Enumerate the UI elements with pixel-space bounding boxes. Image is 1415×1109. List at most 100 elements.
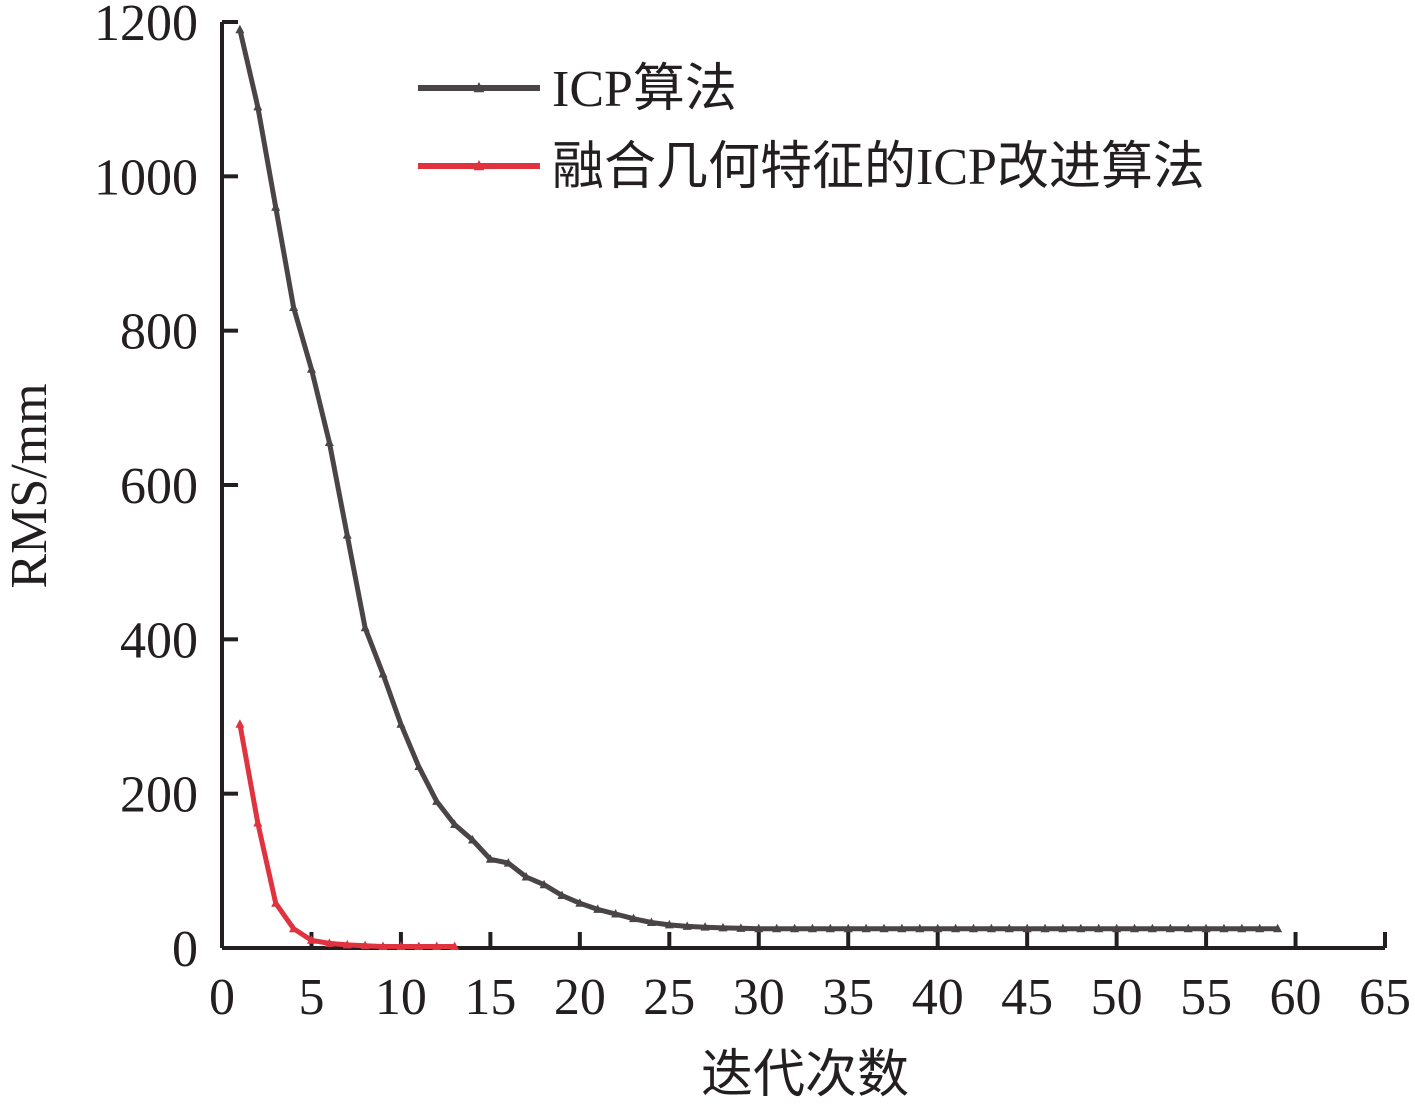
x-tick-label: 55 xyxy=(1180,969,1232,1026)
data-point xyxy=(1022,923,1032,933)
x-tick-label: 25 xyxy=(643,969,695,1026)
data-point xyxy=(289,923,299,933)
data-point xyxy=(253,101,263,111)
data-point xyxy=(360,940,370,950)
data-point xyxy=(879,923,889,933)
data-point xyxy=(861,923,871,933)
data-point xyxy=(539,879,549,889)
x-tick-label: 20 xyxy=(554,969,606,1026)
data-point xyxy=(324,437,334,447)
data-point xyxy=(485,854,495,863)
data-point xyxy=(1273,923,1283,933)
x-tick-label: 0 xyxy=(209,969,235,1026)
y-tick-label: 200 xyxy=(120,767,198,824)
data-point xyxy=(700,922,710,931)
x-tick-label: 5 xyxy=(298,969,324,1026)
y-tick-label: 0 xyxy=(172,921,198,978)
data-point xyxy=(897,923,907,933)
series-layer xyxy=(235,24,1283,950)
data-point xyxy=(342,939,352,949)
axes: 0 5 10 15 20 25 30 35 40 45 50 55 60 65 0 200 400 600 800 1… xyxy=(94,0,1411,1026)
data-point xyxy=(271,202,281,211)
x-tick-label: 60 xyxy=(1270,969,1322,1026)
series-line xyxy=(237,723,455,949)
legend-item-1: ICP算法 xyxy=(418,61,737,118)
legend-marker xyxy=(473,82,485,93)
data-point xyxy=(951,923,961,933)
x-tick-label: 40 xyxy=(912,969,964,1026)
y-axis-title: RMS/mm xyxy=(1,383,58,588)
data-point xyxy=(1147,923,1157,933)
data-point xyxy=(718,922,728,932)
data-point xyxy=(1201,923,1211,933)
x-tick-label: 30 xyxy=(733,969,785,1026)
data-point xyxy=(825,923,835,933)
data-point xyxy=(414,761,424,771)
data-point xyxy=(611,909,621,918)
data-point xyxy=(1237,923,1247,933)
data-point xyxy=(1255,923,1265,933)
data-point xyxy=(235,24,245,34)
data-point xyxy=(664,919,674,929)
series-1 xyxy=(235,24,1283,933)
data-point xyxy=(646,917,656,927)
data-point xyxy=(629,913,639,923)
y-tick-label: 1200 xyxy=(94,0,198,52)
data-point xyxy=(378,941,388,950)
data-point xyxy=(289,302,299,312)
data-point xyxy=(593,904,603,913)
data-point xyxy=(521,872,531,881)
data-point xyxy=(432,796,442,805)
x-tick-label: 10 xyxy=(375,969,427,1026)
x-tick-label: 15 xyxy=(464,969,516,1026)
data-point xyxy=(986,923,996,933)
data-point xyxy=(271,898,281,907)
data-point xyxy=(754,923,764,933)
data-point xyxy=(1219,923,1229,933)
data-point xyxy=(360,622,370,632)
data-point xyxy=(378,669,388,678)
legend-item-2: 融合几何特征的ICP改进算法 xyxy=(418,139,1205,196)
x-axis-title: 迭代次数 xyxy=(701,1047,909,1104)
data-point xyxy=(557,890,567,900)
data-point xyxy=(736,923,746,932)
data-point xyxy=(503,858,513,867)
data-point xyxy=(324,938,334,947)
data-point xyxy=(1004,923,1014,933)
data-point xyxy=(1040,923,1050,933)
y-tick-label: 1000 xyxy=(94,149,198,206)
data-point xyxy=(467,834,477,844)
y-tick-label: 400 xyxy=(120,612,198,669)
legend-label: ICP算法 xyxy=(552,61,737,118)
data-point xyxy=(843,923,853,933)
x-tick-label: 65 xyxy=(1359,969,1411,1026)
data-point xyxy=(396,941,406,950)
data-point xyxy=(414,941,424,950)
x-tick-label: 50 xyxy=(1091,969,1143,1026)
data-point xyxy=(1094,923,1104,933)
data-point xyxy=(432,941,442,950)
legend-label: 融合几何特征的ICP改进算法 xyxy=(552,139,1205,196)
data-point xyxy=(450,941,460,950)
data-point xyxy=(915,923,925,933)
legend-marker xyxy=(473,160,485,171)
data-point xyxy=(575,898,585,907)
series-2 xyxy=(235,719,460,950)
x-tick-label: 35 xyxy=(822,969,874,1026)
data-point xyxy=(396,719,406,728)
data-point xyxy=(306,364,316,373)
data-point xyxy=(790,923,800,933)
y-tick-label: 800 xyxy=(120,304,198,361)
data-point xyxy=(1112,923,1122,933)
data-point xyxy=(1130,923,1140,933)
data-point xyxy=(253,817,263,827)
data-point xyxy=(1076,923,1086,933)
data-point xyxy=(235,719,245,728)
data-point xyxy=(1183,923,1193,933)
data-point xyxy=(342,530,352,539)
data-point xyxy=(933,923,943,933)
data-point xyxy=(1058,923,1068,933)
